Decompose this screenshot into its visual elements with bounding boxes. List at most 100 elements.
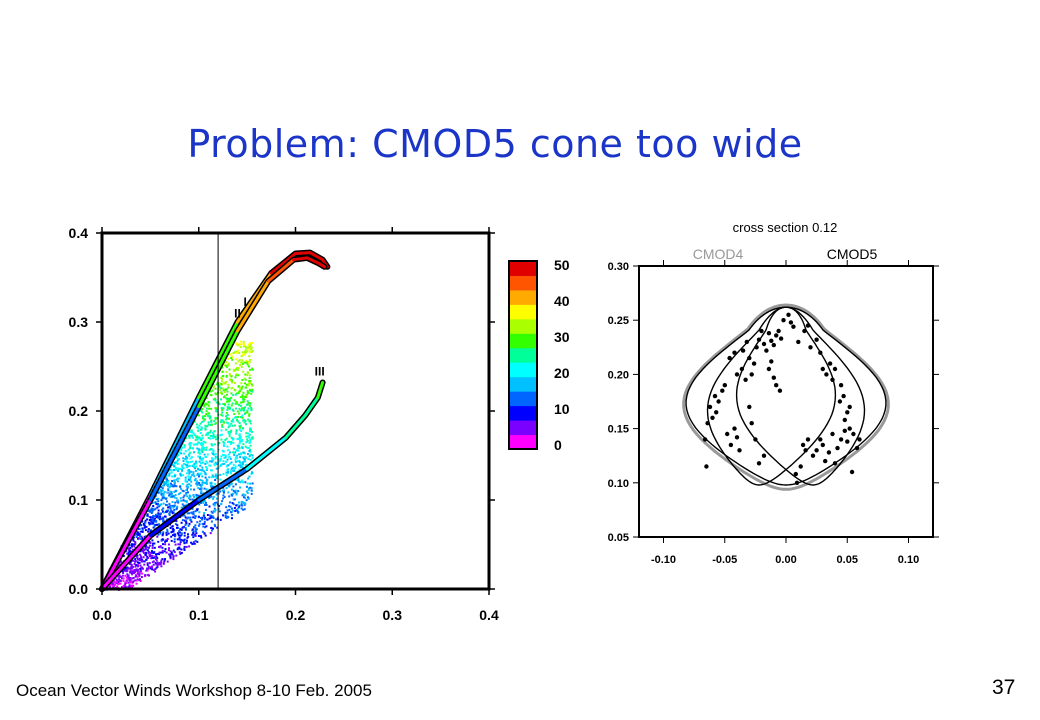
scatter-point: [221, 500, 224, 503]
scatter-point: [138, 579, 141, 582]
scatter-point: [150, 518, 152, 521]
scatter-point: [189, 478, 192, 481]
scatter-point: [155, 502, 158, 505]
scatter-point: [180, 528, 183, 531]
scatter-point: [140, 557, 143, 560]
scatter-point: [134, 541, 137, 543]
scatter-point: [201, 522, 204, 525]
scatter-point: [215, 501, 218, 504]
scatter-point: [230, 375, 233, 378]
colorbar-swatch: [509, 376, 537, 392]
scatter-point: [157, 502, 159, 505]
scatter-point: [239, 456, 242, 459]
scatter-point: [136, 556, 139, 559]
scatter-point: [205, 448, 207, 451]
scatter-point: [244, 411, 247, 414]
scatter-point: [174, 533, 177, 536]
scatter-point: [246, 482, 249, 485]
scatter-point: [152, 563, 155, 566]
scatter-point: [227, 491, 230, 494]
scatter-point: [241, 416, 244, 419]
scatter-point: [239, 386, 242, 389]
scatter-point: [179, 492, 182, 494]
data-point: [732, 426, 737, 431]
scatter-point: [230, 353, 233, 356]
scatter-point: [187, 516, 190, 519]
scatter-point: [213, 420, 216, 423]
scatter-point: [203, 512, 206, 514]
scatter-point: [122, 577, 125, 580]
scatter-point: [235, 358, 238, 361]
scatter-point: [178, 546, 181, 549]
scatter-point: [237, 464, 240, 467]
scatter-point: [142, 550, 145, 553]
scatter-point: [237, 392, 240, 395]
scatter-point: [135, 575, 138, 577]
scatter-point: [220, 376, 223, 379]
scatter-point: [158, 562, 161, 564]
scatter-point: [237, 374, 240, 377]
scatter-point: [168, 547, 170, 550]
scatter-point: [213, 507, 216, 510]
scatter-point: [207, 404, 210, 407]
scatter-point: [235, 350, 238, 353]
scatter-point: [188, 494, 191, 497]
scatter-point: [165, 497, 167, 500]
scatter-point: [163, 482, 166, 485]
scatter-point: [161, 551, 164, 554]
data-point: [832, 366, 838, 372]
scatter-point: [161, 517, 164, 520]
scatter-point: [227, 453, 230, 456]
scatter-point: [226, 397, 229, 400]
scatter-point: [231, 356, 234, 359]
scatter-point: [202, 461, 205, 464]
scatter-point: [184, 504, 186, 507]
page-number: 37: [992, 676, 1016, 699]
scatter-point: [164, 543, 167, 546]
scatter-point: [197, 414, 200, 417]
scatter-point: [156, 552, 159, 555]
scatter-point: [169, 557, 172, 560]
scatter-point: [116, 585, 119, 588]
scatter-point: [194, 510, 197, 513]
scatter-point: [212, 386, 215, 389]
scatter-point: [203, 520, 206, 523]
scatter-point: [176, 538, 179, 541]
scatter-point: [179, 467, 182, 470]
scatter-point: [191, 507, 194, 510]
scatter-point: [129, 578, 132, 581]
scatter-point: [221, 489, 224, 492]
scatter-point: [200, 427, 203, 430]
scatter-point: [220, 392, 223, 395]
scatter-point: [128, 544, 131, 547]
scatter-point: [231, 509, 234, 512]
data-point: [747, 355, 752, 361]
scatter-point: [189, 444, 192, 447]
scatter-point: [190, 429, 193, 432]
scatter-point: [223, 364, 226, 367]
scatter-point: [186, 483, 189, 486]
scatter-point: [187, 461, 190, 464]
scatter-point: [138, 570, 141, 573]
scatter-point: [157, 497, 160, 500]
scatter-point: [205, 410, 208, 413]
scatter-point: [134, 565, 137, 568]
scatter-point: [156, 514, 159, 517]
scatter-point: [238, 412, 241, 415]
scatter-point: [244, 406, 247, 409]
scatter-point: [201, 468, 204, 471]
scatter-point: [207, 412, 210, 415]
scatter-point: [149, 510, 152, 513]
scatter-point: [225, 487, 228, 490]
scatter-point: [249, 342, 252, 345]
scatter-point: [138, 527, 141, 530]
data-point: [722, 383, 727, 388]
scatter-point: [234, 509, 237, 512]
scatter-point: [193, 443, 195, 446]
scatter-point: [168, 486, 171, 489]
data-point: [728, 442, 734, 448]
scatter-point: [152, 568, 155, 571]
scatter-point: [224, 438, 227, 441]
scatter-point: [173, 473, 176, 476]
